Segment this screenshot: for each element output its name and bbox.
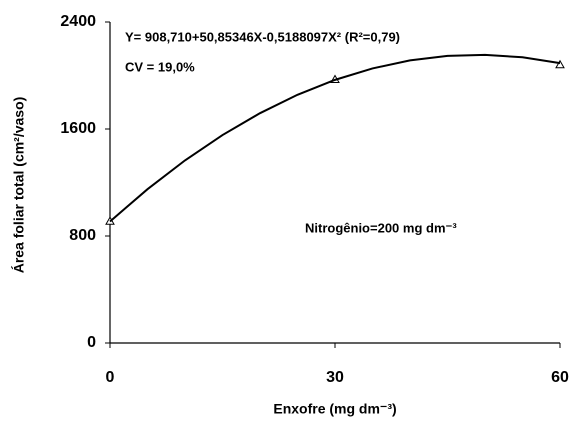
nitrogen-note: Nitrogênio=200 mg dm⁻³ bbox=[305, 220, 457, 235]
point bbox=[555, 59, 565, 69]
fit-curve bbox=[109, 53, 561, 223]
y-tick-label: 800 bbox=[69, 227, 96, 244]
x-tick-label: 60 bbox=[551, 369, 569, 386]
x-axis-label: Enxofre (mg dm⁻³) bbox=[273, 401, 396, 417]
y-axis-label: Área foliar total (cm²/vaso) bbox=[11, 97, 27, 274]
cv-note: CV = 19,0% bbox=[125, 59, 195, 74]
y-tick-label: 0 bbox=[87, 334, 96, 351]
y-tick-label: 1600 bbox=[60, 120, 96, 137]
equation: Y= 908,710+50,85346X-0,5188097X² (R²=0,7… bbox=[125, 29, 400, 44]
x-tick-label: 0 bbox=[106, 369, 115, 386]
x-tick-label: 30 bbox=[326, 369, 344, 386]
y-tick-label: 2400 bbox=[60, 13, 96, 30]
